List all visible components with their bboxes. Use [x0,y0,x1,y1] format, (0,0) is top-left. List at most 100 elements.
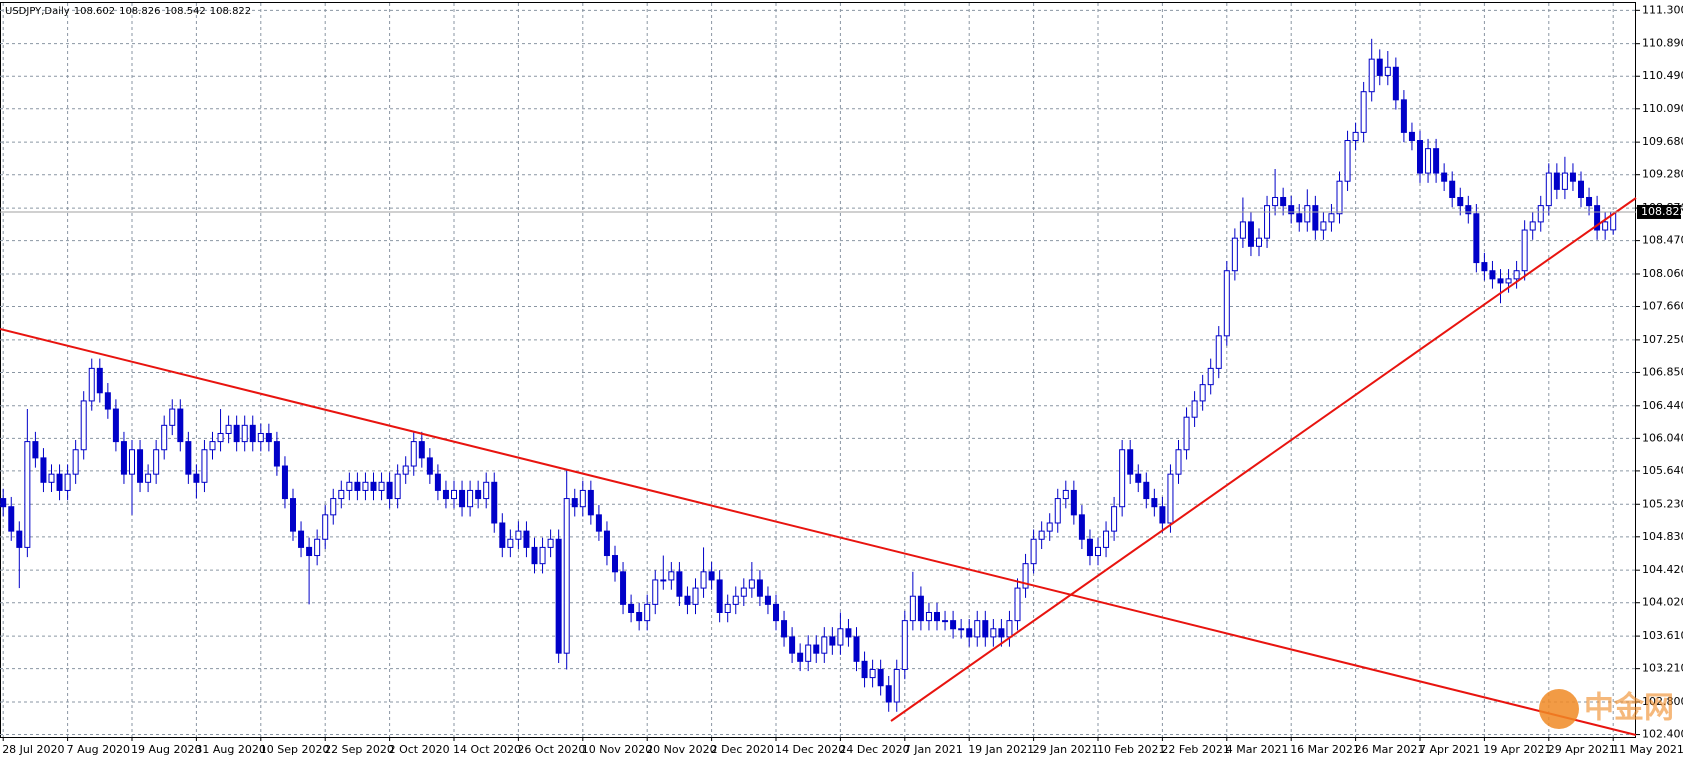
x-tick-label: 10 Feb 2021 [1097,743,1165,756]
candle-body [491,481,498,524]
candle-body [249,424,256,443]
candle-body [281,465,288,500]
candle-body [483,481,490,500]
trend-line [890,197,1637,722]
candle-body [652,579,659,605]
candle-body [1497,278,1504,284]
candle-body [756,579,763,597]
candle-body [1014,587,1021,622]
candle-body [1022,563,1029,589]
candle-body [161,424,168,451]
candle-body [241,424,248,443]
candle-body [1095,546,1101,557]
candle-body [925,611,932,622]
candle-body [1239,221,1246,239]
candle-body [1070,489,1077,516]
candle-body [1103,530,1110,548]
candle-body [523,530,530,548]
candle-body [1529,221,1536,231]
price-label-box [1637,204,1681,219]
close-value: 108.822 [210,6,251,17]
open-value: 108.602 [74,6,115,17]
y-tick-label: 104.420 [1642,563,1683,576]
candle-body [587,489,594,516]
x-tick-label: 26 Mar 2021 [1355,743,1425,756]
y-tick-label: 105.230 [1642,497,1683,510]
candle-body [467,489,474,508]
candle-body [96,367,103,394]
y-tick-label: 109.280 [1642,168,1683,181]
candle-body [426,457,433,475]
x-tick-label: 2 Oct 2020 [389,743,450,756]
candle-body [442,489,449,500]
candle-body [145,473,152,483]
candle-body [137,449,144,483]
candle-body [692,587,699,605]
candle-body [1199,384,1206,402]
candle-body [805,644,812,662]
candle-body [378,481,385,491]
candle-body [1473,213,1480,264]
candle-body [1151,498,1158,508]
candle-body [821,636,828,654]
high-value: 108.826 [119,6,160,17]
candle-body [1400,99,1407,133]
candle-body [1425,148,1432,174]
candle-body [885,685,892,703]
candle-body [475,489,482,500]
candle-body [853,636,860,662]
candle-body [1594,205,1601,231]
candle-body [1191,400,1198,418]
candle-body [0,498,7,508]
x-tick-label: 10 Nov 2020 [582,743,652,756]
trend-line [0,328,1637,736]
candle-body [1111,506,1118,532]
candle-body [1441,172,1448,182]
candle-body [153,449,160,475]
candle-body [644,603,651,622]
candle-body [1545,172,1552,207]
candle-body [1119,449,1126,508]
candle-body [789,636,796,654]
candle-body [620,571,627,605]
candle-body [1062,489,1069,500]
candle-body [829,636,836,646]
candle-body [362,481,369,491]
candle-body [112,408,119,443]
y-tick-label: 104.830 [1642,530,1683,543]
candle-body [837,628,844,646]
candle-body [1223,270,1230,337]
candle-body [958,628,965,631]
candle-body [499,522,506,548]
y-tick-label: 107.250 [1642,333,1683,346]
candle-body [1449,180,1456,198]
x-tick-label: 14 Oct 2020 [453,743,521,756]
candle-body [1078,514,1085,540]
y-tick-label: 103.610 [1642,629,1683,642]
candle-body [1231,237,1238,272]
candle-body [1417,140,1423,174]
y-tick-label: 108.470 [1642,234,1683,247]
candle-body [1038,530,1045,540]
candle-body [129,449,135,475]
candle-body [1247,221,1254,247]
x-tick-label: 19 Jan 2021 [968,743,1034,756]
candle-body [1280,196,1287,207]
candle-body [257,432,264,443]
candle-body [1481,262,1488,272]
candle-body [595,514,602,532]
candle-body [1376,58,1383,76]
candle-body [612,555,618,573]
y-tick-label: 102.400 [1642,728,1683,741]
candle-body [1602,221,1609,231]
candle-body [193,473,200,483]
candle-body [555,538,562,654]
candle-body [386,481,393,500]
candle-body [209,441,216,451]
candle-body [708,571,715,581]
candle-body [813,644,820,654]
candle-body [1135,473,1142,483]
y-tick-label: 111.300 [1642,3,1683,16]
candle-body [1352,131,1359,142]
candle-body [346,481,353,491]
